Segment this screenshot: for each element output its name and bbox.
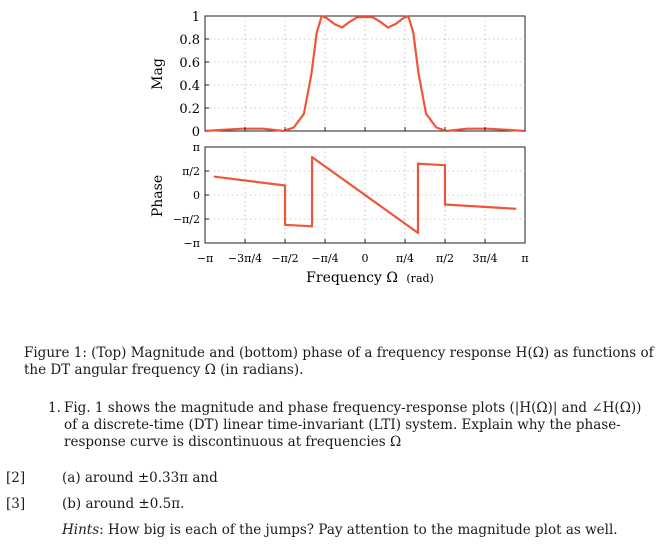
magnitude-tick-label: 0.8	[179, 33, 200, 48]
hint-text: : How big is each of the jumps? Pay atte…	[99, 522, 618, 538]
part-a-text: (a) around ±0.33π and	[62, 470, 218, 486]
phase-segment	[416, 162, 447, 167]
x-tick-label: π/2	[436, 252, 454, 265]
hint: Hints: How big is each of the jumps? Pay…	[62, 522, 618, 539]
x-tick-label: 0	[362, 252, 369, 265]
figure-caption: Figure 1: (Top) Magnitude and (bottom) p…	[24, 345, 654, 378]
x-tick-label: −π/2	[271, 252, 298, 265]
x-tick-label: 3π/4	[473, 252, 498, 265]
phase-tick-label: −π	[184, 237, 200, 250]
magnitude-plot-frame	[204, 15, 526, 132]
magnitude-tick-label: 0.6	[179, 56, 200, 71]
question-text: Fig. 1 shows the magnitude and phase fre…	[64, 400, 642, 450]
x-tick-label: −π/4	[311, 252, 338, 265]
magnitude-axis-label: Mag	[150, 58, 166, 90]
part-b-text: (b) around ±0.5π.	[62, 496, 185, 512]
magnitude-curve	[204, 14, 526, 133]
phase-tick-label: π	[193, 141, 200, 154]
magnitude-grid	[205, 16, 525, 131]
frequency-axis-unit-note: (rad)	[406, 272, 433, 285]
part-a-marks: [2]	[6, 470, 26, 486]
phase-segment	[443, 203, 517, 210]
x-tick-label: π/4	[396, 252, 414, 265]
magnitude-y-ticks: 0 0.2 0.4 0.6 0.8 1	[179, 10, 209, 140]
phase-curve	[213, 156, 517, 234]
magnitude-tick-label: 0.2	[179, 102, 200, 117]
phase-segment	[213, 175, 287, 187]
phase-tick-label: −π/2	[173, 213, 200, 226]
phase-segment	[310, 156, 420, 234]
magnitude-plot: 0 0.2 0.4 0.6 0.8 1 Mag	[150, 10, 526, 140]
phase-segment	[283, 223, 314, 228]
magnitude-tick-label: 1	[192, 10, 200, 25]
x-tick-label: −3π/4	[228, 252, 262, 265]
frequency-axis-label: Frequency Ω (rad)	[306, 270, 434, 286]
frequency-x-ticks: −π −3π/4 −π/2 −π/4 0 π/4 π/2 3π/4 π	[197, 127, 529, 265]
hint-label: Hints	[62, 522, 100, 538]
phase-plot: −π −π/2 0 π/2 π Phase	[150, 141, 526, 250]
phase-y-ticks: −π −π/2 0 π/2 π	[173, 141, 209, 250]
phase-tick-label: 0	[193, 189, 200, 202]
phase-axis-label: Phase	[150, 175, 166, 217]
magnitude-tick-label: 0	[192, 125, 200, 140]
question-number: 1.	[48, 400, 61, 416]
part-b-marks: [3]	[6, 496, 26, 512]
x-tick-label: −π	[197, 252, 213, 265]
x-tick-label: π	[521, 252, 528, 265]
phase-grid	[205, 147, 525, 243]
question-1: 1. Fig. 1 shows the magnitude and phase …	[48, 400, 658, 451]
phase-tick-label: π/2	[182, 165, 200, 178]
magnitude-tick-label: 0.4	[179, 79, 200, 94]
frequency-response-figure: 00.20.40.60.81 Mag −π−π/20π/2π Phase −π −…	[150, 10, 529, 286]
